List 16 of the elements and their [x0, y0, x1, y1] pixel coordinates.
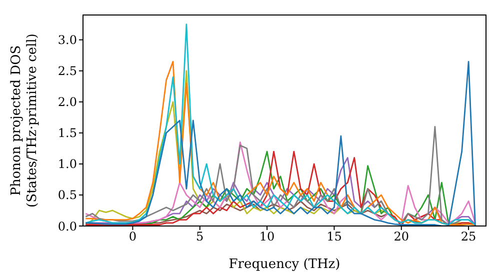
y-tick-label: 2.0 — [58, 95, 77, 110]
x-tick-label: 25 — [460, 230, 476, 244]
y-tick-label: 2.5 — [58, 64, 77, 78]
x-tick-label: 15 — [326, 230, 342, 244]
x-tick-label: 0 — [128, 230, 137, 244]
y-axis-title: Phonon projected DOS (States/THz·primitive cell) — [9, 33, 40, 208]
line-series — [84, 24, 476, 226]
y-tick-label: 1.5 — [58, 126, 77, 140]
y-tick-label: 1.0 — [58, 157, 77, 172]
x-axis-title: Frequency (THz) — [228, 257, 340, 272]
x-tick-label: 5 — [196, 230, 204, 244]
x-tick-label: 10 — [259, 230, 275, 244]
y-tick-label: 0.0 — [58, 219, 77, 234]
x-tick-label: 20 — [394, 230, 410, 244]
y-tick-label: 0.5 — [58, 188, 77, 202]
y-tick-label: 3.0 — [58, 33, 77, 48]
